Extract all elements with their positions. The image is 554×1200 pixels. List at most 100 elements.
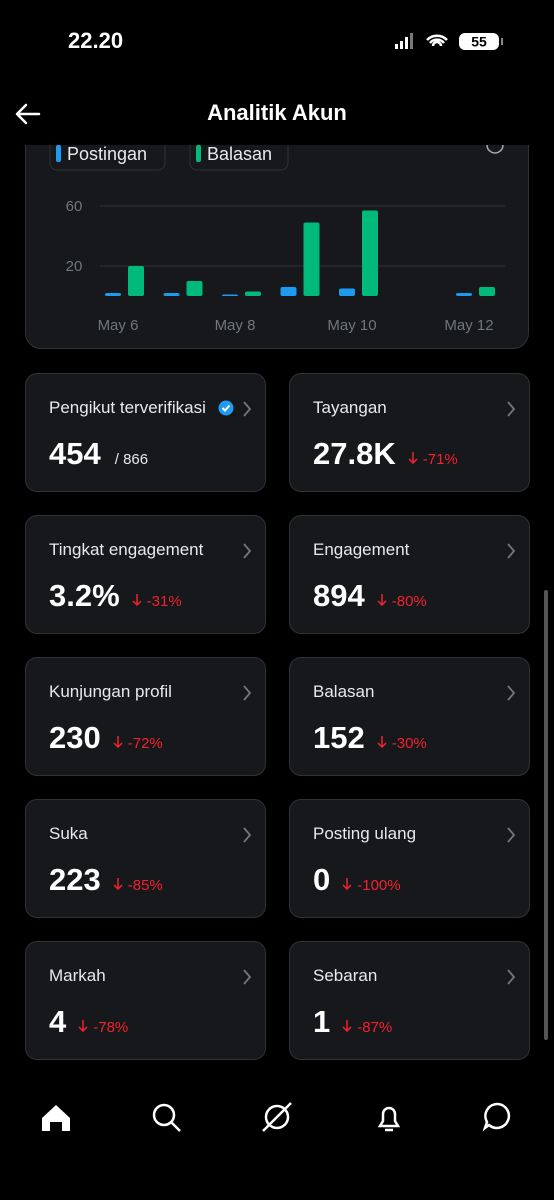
back-button[interactable] [14, 102, 42, 126]
metric-value: 1 -87% [313, 1004, 392, 1040]
metric-label: Kunjungan profil [49, 682, 172, 701]
metric-card[interactable]: Suka 223 -85% [25, 799, 266, 918]
value-text: 27.8K [313, 436, 396, 471]
bar [303, 222, 320, 296]
legend-swatch [196, 145, 201, 162]
metric-card[interactable]: Posting ulang 0 -100% [289, 799, 530, 918]
change-text: -30% [391, 735, 427, 752]
down-arrow [78, 1020, 88, 1033]
value-text: 454 [49, 436, 101, 471]
metric-label: Pengikut terverifikasi [49, 398, 206, 417]
chart: Postingan Balasan 20 60 May 6 May 8 May 10 May … [49, 132, 505, 334]
metric-label: Engagement [313, 540, 410, 559]
down-arrow [342, 1020, 352, 1033]
change-text: -72% [127, 735, 163, 752]
status-icons: 55 [395, 33, 503, 50]
change-text: -87% [357, 1019, 393, 1036]
metric-change: -30% [371, 735, 427, 752]
legend-swatch [56, 145, 61, 162]
metric-value: 0 -100% [313, 862, 401, 898]
down-arrow [113, 736, 123, 749]
metric-change: -85% [107, 877, 163, 894]
down-arrow [132, 594, 142, 607]
metric-card[interactable]: Sebaran 1 -87% [289, 941, 530, 1060]
down-arrow [408, 452, 418, 465]
value-text: 894 [313, 578, 365, 613]
chevron [507, 543, 516, 559]
legend-label: Postingan [67, 144, 147, 164]
metric-card[interactable]: Engagement 894 -80% [289, 515, 530, 634]
down-arrow [342, 878, 352, 891]
metric-value: 894 -80% [313, 578, 427, 614]
metric-label: Tingkat engagement [49, 540, 204, 559]
metric-card[interactable]: Kunjungan profil 230 -72% [25, 657, 266, 776]
change-text: -85% [127, 877, 163, 894]
metric-value: 454 / 866 [49, 436, 148, 472]
metric-value: 4 -78% [49, 1004, 128, 1040]
chevron [243, 685, 252, 701]
chevron [243, 401, 252, 417]
down-arrow [377, 736, 387, 749]
bar [280, 287, 297, 296]
metric-label: Markah [49, 966, 106, 985]
metric-label: Posting ulang [313, 824, 417, 843]
metric-value: 223 -85% [49, 862, 163, 898]
bottom-nav [42, 1102, 511, 1132]
metric-card[interactable]: Tayangan 27.8K -71% [289, 373, 530, 492]
bar [186, 281, 203, 296]
chevron [507, 685, 516, 701]
x-tick-label: May 8 [215, 317, 256, 334]
metric-card[interactable]: Pengikut terverifikasi 454 / 866 [25, 373, 266, 492]
metric-label: Sebaran [313, 966, 378, 985]
change-text: -80% [391, 593, 427, 610]
metric-card[interactable]: Markah 4 -78% [25, 941, 266, 1060]
bar [479, 287, 495, 296]
change-text: -71% [422, 451, 458, 468]
metric-total: / 866 [114, 451, 149, 468]
nav-notifications[interactable] [377, 1106, 401, 1132]
chevron [507, 401, 516, 417]
legend-label: Balasan [207, 144, 272, 164]
chevron [507, 827, 516, 843]
metric-label: Balasan [313, 682, 375, 701]
bar [339, 288, 355, 296]
bar [456, 293, 472, 296]
metric-label: Suka [49, 824, 88, 843]
change-text: -31% [146, 593, 182, 610]
page-title: Analitik Akun [207, 100, 347, 125]
bar [362, 210, 378, 296]
metric-value: 27.8K -71% [313, 436, 458, 472]
scrollbar [544, 590, 548, 1040]
value-text: 3.2% [49, 578, 120, 613]
nav-home[interactable] [42, 1105, 70, 1131]
value-text: 0 [313, 862, 331, 897]
metric-change: -78% [72, 1019, 128, 1036]
nav-messages[interactable] [482, 1102, 511, 1132]
down-arrow [377, 594, 387, 607]
value-text: 1 [313, 1004, 331, 1039]
verified-badge [218, 400, 234, 416]
bar [163, 293, 180, 296]
bar [128, 266, 144, 296]
chevron [243, 969, 252, 985]
chevron [243, 543, 252, 559]
metric-change: -31% [126, 593, 182, 610]
metric-change: -100% [336, 877, 401, 894]
nav-grok[interactable] [262, 1102, 292, 1132]
value-text: 152 [313, 720, 365, 755]
metric-card[interactable]: Balasan 152 -30% [289, 657, 530, 776]
metric-change: -87% [336, 1019, 392, 1036]
metric-card[interactable]: Tingkat engagement 3.2% -31% [25, 515, 266, 634]
change-text: -78% [93, 1019, 129, 1036]
metric-change: -72% [107, 735, 163, 752]
change-text: -100% [357, 877, 401, 894]
top-bar: 22.20 55 Analitik Akun [0, 0, 554, 145]
down-arrow [113, 878, 123, 891]
y-tick-label: 20 [66, 258, 83, 275]
metric-value: 3.2% -31% [49, 578, 182, 614]
chevron [243, 827, 252, 843]
metric-change: -71% [402, 451, 458, 468]
value-text: 4 [49, 1004, 67, 1039]
nav-search[interactable] [152, 1103, 181, 1132]
